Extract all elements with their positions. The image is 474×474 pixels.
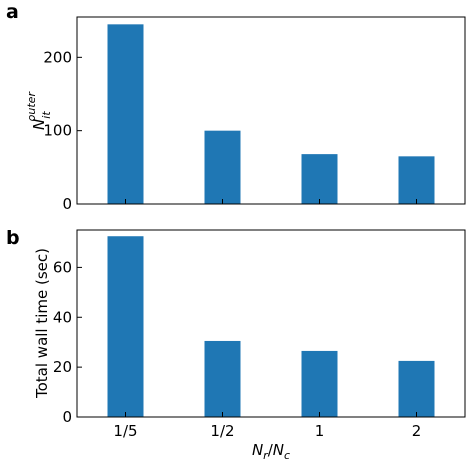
- panel-a-label: a: [6, 1, 19, 23]
- panel-b-bar-1-2: [204, 340, 241, 417]
- svg-text:Nitouter: Nitouter: [25, 91, 53, 130]
- panel-a-ylabel: Nitouter: [25, 91, 53, 130]
- xlabel-n2-sub: c: [284, 449, 290, 462]
- panel-a-bars: [107, 24, 435, 205]
- panel-a-ytick-label: 0: [62, 195, 72, 213]
- panel-a-bar-1-5: [107, 24, 144, 205]
- panel-b-label: b: [6, 227, 20, 249]
- panel-b-frame: [76, 229, 466, 418]
- panel-a-xticks: [125, 199, 417, 204]
- xlabel-n1-sub: r: [263, 449, 269, 462]
- panel-a-frame: [76, 16, 466, 205]
- panel-a-ylabel-sub: it: [40, 111, 53, 119]
- panel-b-ytick-label: 40: [53, 308, 72, 326]
- panel-b-xtick-label: 1/5: [113, 422, 137, 440]
- panel-b-bars: [107, 236, 435, 417]
- panel-b-xticks: 1/5 1/2 1 2: [113, 412, 421, 440]
- panel-a-ytick-label: 200: [43, 48, 72, 66]
- panel-b-ytick-label: 0: [62, 408, 72, 426]
- panel-a-yticks: 0 100 200: [43, 48, 82, 213]
- xlabel-sep: /: [268, 441, 274, 459]
- panel-b-bar-1: [301, 350, 338, 417]
- panel-b-xtick-label: 1/2: [210, 422, 234, 440]
- panel-a-bar-1-2: [204, 130, 241, 204]
- panel-b-xlabel: Nr/Nc: [252, 441, 290, 462]
- panel-a-ylabel-main: N: [30, 119, 48, 130]
- xlabel-n1: N: [252, 441, 263, 459]
- panel-a-bar-2: [398, 156, 435, 204]
- panel-a-bar-1: [301, 154, 338, 204]
- panel-b-xtick-label: 1: [315, 422, 325, 440]
- panel-b-ytick-label: 60: [53, 258, 72, 276]
- panel-b: b 0 20 40 60 1/5 1/2 1 2 Total wall time (sec)…: [6, 227, 466, 462]
- xlabel-n2: N: [273, 441, 284, 459]
- panel-a-ytick-label: 100: [43, 122, 72, 140]
- panel-b-ylabel: Total wall time (sec): [33, 248, 51, 399]
- panel-b-yticks: 0 20 40 60: [53, 258, 82, 426]
- panel-b-bar-2: [398, 360, 435, 417]
- panel-a: a 0 100 200 Nitouter: [6, 1, 466, 213]
- panel-b-ytick-label: 20: [53, 358, 72, 376]
- panel-a-ylabel-sup: outer: [25, 91, 38, 122]
- panel-b-bar-1-5: [107, 236, 144, 417]
- panel-b-xtick-label: 2: [412, 422, 422, 440]
